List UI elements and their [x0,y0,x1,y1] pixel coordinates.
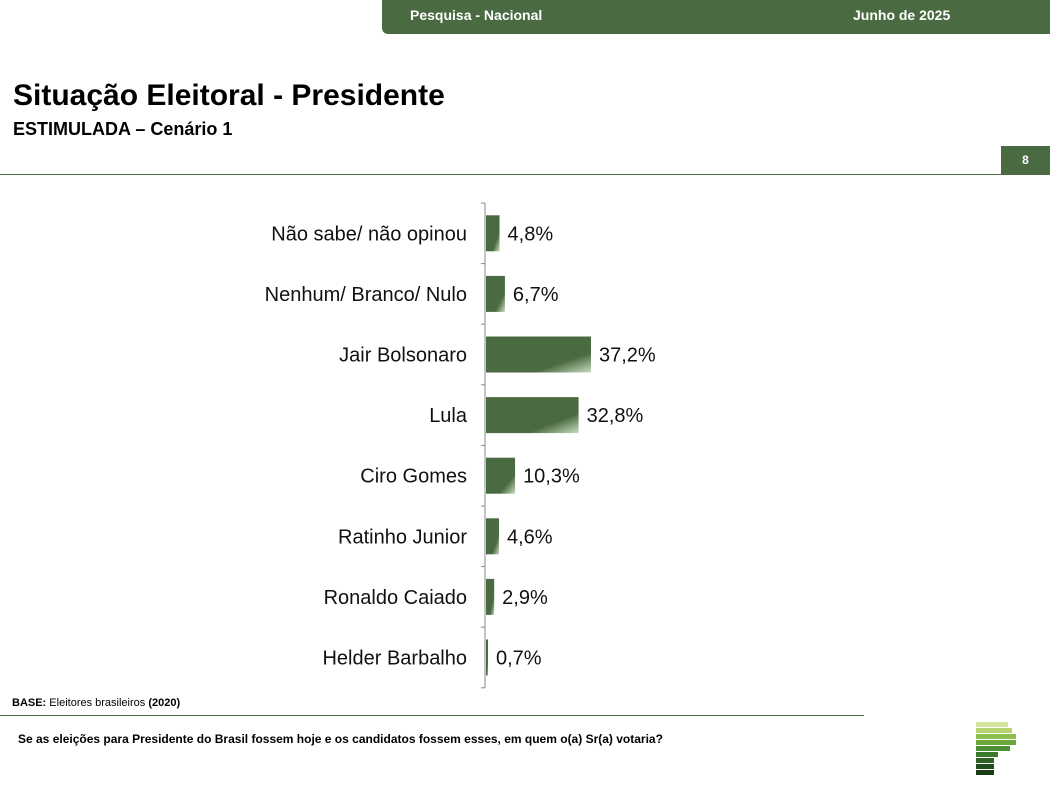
data-label: 4,6% [507,526,553,548]
category-label: Não sabe/ não opinou [271,223,467,245]
survey-label: Pesquisa - Nacional [410,7,543,23]
bar [486,397,579,434]
data-label: 4,8% [508,223,554,245]
category-label: Ciro Gomes [360,466,467,488]
category-label: Ronaldo Caiado [324,587,467,609]
survey-question: Se as eleições para Presidente do Brasil… [18,732,663,746]
bar-chart: Não sabe/ não opinou 4,8% Nenhum/ Branco/ … [265,202,656,689]
page-title: Situação Eleitoral - Presidente [13,79,445,112]
header-bar: Pesquisa - Nacional Junho de 2025 [382,0,1050,34]
category-label: Helder Barbalho [322,648,467,670]
base-count: (2020) [148,697,181,709]
header-divider [0,174,1050,175]
data-label: 0,7% [496,648,542,670]
data-label: 2,9% [502,587,548,609]
base-label: BASE: [12,697,47,709]
data-label: 32,8% [587,405,644,427]
survey-date: Junho de 2025 [853,7,951,23]
bar [486,639,488,676]
page-number: 8 [1001,146,1050,174]
category-label: Ratinho Junior [338,526,467,548]
bar [486,457,516,494]
footer-divider [0,715,864,716]
data-label: 10,3% [523,466,580,488]
brand-logo-icon [976,722,1016,775]
page-subtitle: ESTIMULADA – Cenário 1 [13,119,233,139]
data-label: 37,2% [599,345,656,367]
data-label: 6,7% [513,284,559,306]
category-label: Nenhum/ Branco/ Nulo [265,284,467,306]
bar [486,518,499,555]
category-label: Jair Bolsonaro [339,345,467,367]
base-text: Eleitores brasileiros [49,697,146,709]
bar [486,336,591,373]
bar [486,215,500,252]
category-label: Lula [429,405,468,427]
bar [486,578,495,615]
bar [486,275,505,312]
page-number-label: 8 [1022,153,1029,167]
base-note: BASE: Eleitores brasileiros (2020) [12,697,180,709]
